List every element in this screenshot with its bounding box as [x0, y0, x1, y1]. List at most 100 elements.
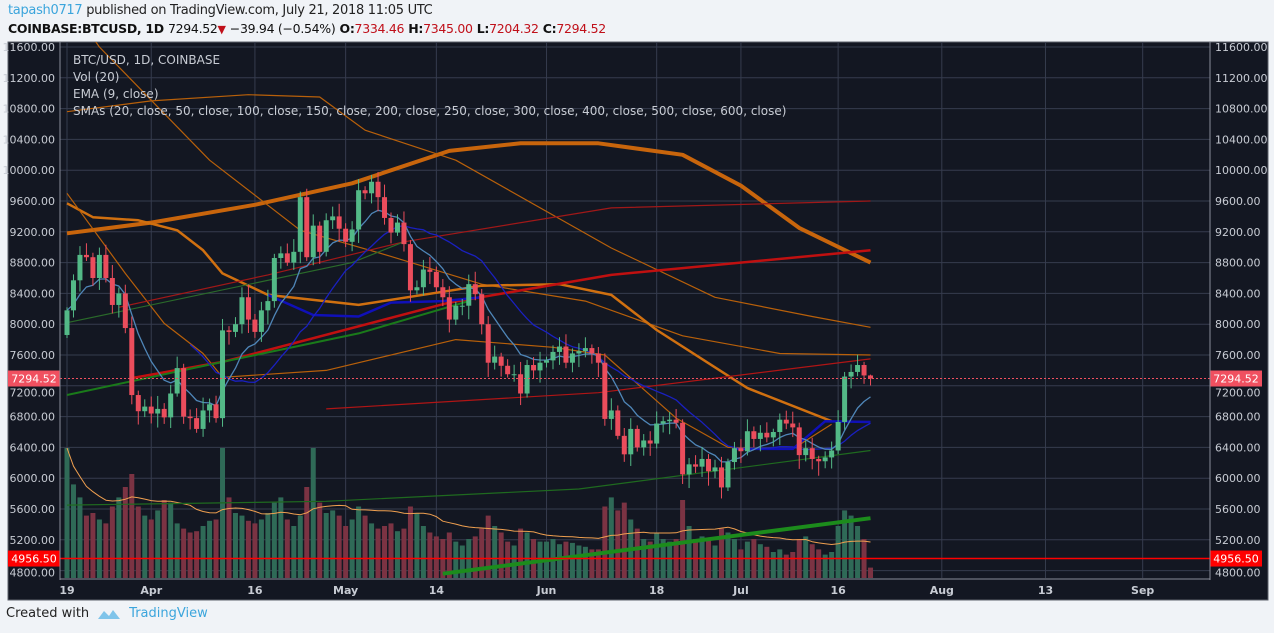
volume-bar	[155, 510, 161, 578]
volume-bar	[615, 510, 621, 578]
sma-thick-orange	[66, 141, 872, 265]
candle-body	[544, 360, 550, 363]
x-tick-label: 16	[830, 584, 846, 597]
volume-bar	[511, 545, 517, 578]
grid	[60, 42, 1210, 578]
volume-bar	[284, 519, 290, 578]
y-tick-label-left: 10400.00	[3, 133, 56, 146]
horizontal-lines: 7294.52 7294.52 4956.50 4956.50	[8, 370, 1262, 567]
candle-body	[323, 220, 329, 252]
volume-bar	[427, 532, 433, 578]
volume-bar	[83, 515, 89, 578]
price-change: −39.94 (−0.54%)	[229, 21, 336, 36]
candle-body	[168, 393, 174, 418]
candle-body	[803, 448, 809, 456]
candle-body	[427, 269, 433, 272]
volume-bar	[148, 519, 154, 578]
axes: 4800.00 4800.00 5200.00 5200.00 5600.00 5600.…	[3, 41, 1268, 597]
candle-body	[582, 348, 588, 352]
x-tick-label: May	[333, 584, 358, 597]
sma-lower-green	[66, 449, 871, 506]
volume-bar	[518, 528, 524, 578]
candle-body	[816, 458, 822, 462]
volume-bar	[174, 523, 180, 578]
legend-title: BTC/USD, 1D, COINBASE	[73, 53, 221, 67]
volume-bar	[829, 552, 835, 578]
candle-body	[848, 371, 854, 377]
y-tick-label-right: 8000.00	[1215, 318, 1261, 331]
candle-body	[757, 432, 763, 439]
x-tick-label: Sep	[1131, 584, 1154, 597]
volume-bar	[375, 528, 381, 578]
volume-bar	[744, 541, 750, 578]
candle-body	[394, 222, 400, 233]
candle-body	[83, 254, 89, 258]
candle-body	[362, 190, 368, 194]
candle-body	[680, 422, 686, 475]
volume-bar	[498, 532, 504, 578]
legend-ema: EMA (9, close)	[73, 87, 159, 101]
sma-upper-green	[66, 241, 405, 324]
x-tick-label: 14	[429, 584, 445, 597]
y-tick-label-right: 6000.00	[1215, 472, 1261, 485]
candle-body	[699, 458, 705, 467]
candle-body	[738, 448, 744, 452]
candle-body	[615, 410, 621, 436]
volume-bar	[764, 546, 770, 578]
volume-bar	[479, 528, 485, 578]
x-tick-label: Aug	[930, 584, 954, 597]
volume-bar	[187, 532, 193, 578]
candle-body	[155, 408, 161, 414]
close-label: C:	[542, 21, 557, 36]
candle-body	[135, 395, 141, 412]
candle-body	[706, 458, 712, 472]
volume-bar	[388, 523, 394, 578]
tradingview-logo-icon	[98, 609, 121, 619]
author-link[interactable]: tapash0717	[8, 3, 83, 18]
candle-body	[265, 301, 271, 311]
volume-bar	[822, 554, 828, 578]
candle-body	[252, 319, 258, 332]
candle-body	[485, 324, 491, 363]
candle-body	[284, 253, 290, 263]
x-tick-label: Jul	[732, 584, 749, 597]
volume-bar	[129, 474, 135, 578]
tradingview-link[interactable]: TradingView	[129, 606, 208, 621]
candle-body	[647, 440, 653, 444]
candle-body	[518, 374, 524, 394]
volume-bar	[667, 541, 673, 578]
volume-bar	[336, 515, 342, 578]
candle-body	[64, 310, 70, 335]
candle-body	[751, 431, 757, 439]
open-value: 7334.46	[354, 21, 405, 36]
volume-bar	[738, 549, 744, 578]
candle-body	[667, 419, 673, 422]
candle-body	[556, 346, 562, 352]
volume-bar	[621, 502, 627, 578]
candle-body	[369, 181, 375, 194]
volume-bar	[686, 526, 692, 578]
publish-info: tapash0717 published on TradingView.com,…	[8, 3, 433, 18]
y-tick-label-right: 8400.00	[1215, 287, 1261, 300]
candle-body	[744, 431, 750, 452]
candle-body	[686, 464, 692, 475]
y-tick-label-right: 10000.00	[1215, 164, 1268, 177]
candle-body	[258, 310, 264, 332]
volume-bar	[699, 536, 705, 578]
candle-body	[317, 225, 323, 252]
volume-ma-line	[66, 447, 871, 545]
candle-body	[790, 423, 796, 428]
candle-body	[621, 435, 627, 455]
volume-bar	[310, 448, 316, 578]
volume-bar	[492, 526, 498, 578]
candle-body	[239, 297, 245, 325]
candle-body	[343, 228, 349, 242]
candle-body	[433, 271, 439, 288]
y-tick-label-left: 11200.00	[3, 72, 56, 85]
candle-body	[731, 448, 737, 463]
down-triangle-icon: ▼	[217, 23, 226, 36]
last-price-label-right: 7294.52	[1213, 373, 1259, 386]
candle-body	[103, 254, 109, 278]
candle-body	[304, 197, 310, 258]
